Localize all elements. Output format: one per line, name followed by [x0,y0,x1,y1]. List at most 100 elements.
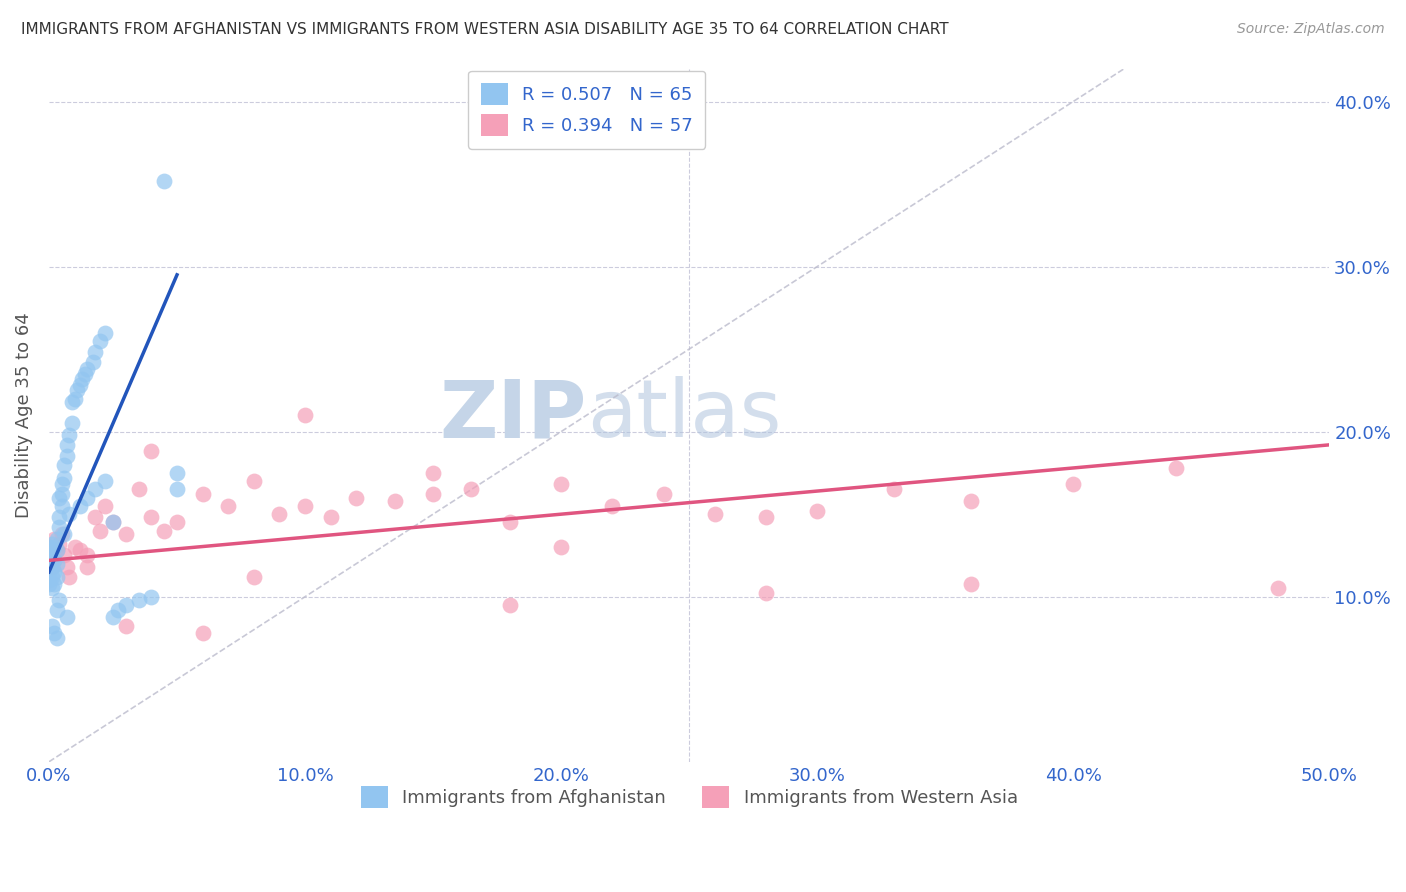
Point [94,499,117,513]
Point [41,543,63,558]
Point [499,516,522,530]
Point [499,598,522,612]
Point [38,549,60,563]
Point [41,582,63,596]
Point [53,549,76,563]
Point [41,543,63,558]
Point [69,378,91,392]
Point [191,626,214,640]
Point [63,540,86,554]
Point [60,417,83,431]
Point [58,570,80,584]
Point [76,362,98,376]
Text: ZIP: ZIP [440,376,586,454]
Point [45,543,67,558]
Point [84,510,107,524]
Point [166,516,188,530]
Point [76,549,98,563]
Point [41,553,63,567]
Point [1267,582,1289,596]
Point [166,466,188,480]
Point [73,367,96,381]
Point [344,491,367,505]
Point [114,598,136,612]
Point [38,540,60,554]
Point [153,524,176,538]
Point [45,543,67,558]
Point [422,466,444,480]
Point [48,520,70,534]
Point [114,619,136,633]
Y-axis label: Disability Age 35 to 64: Disability Age 35 to 64 [15,312,32,518]
Point [53,471,76,485]
Point [128,483,150,497]
Point [56,438,79,452]
Point [45,603,67,617]
Point [959,494,981,508]
Point [294,408,316,422]
Point [69,543,91,558]
Point [38,540,60,554]
Point [84,345,107,359]
Point [806,504,828,518]
Point [460,483,482,497]
Point [191,487,214,501]
Point [42,576,65,591]
Point [141,590,163,604]
Point [42,553,65,567]
Point [56,609,79,624]
Point [41,537,63,551]
Point [48,593,70,607]
Point [60,395,83,409]
Point [63,392,86,406]
Point [141,510,163,524]
Point [1164,461,1187,475]
Point [53,458,76,472]
Point [72,372,94,386]
Point [48,510,70,524]
Point [48,491,70,505]
Point [384,494,406,508]
Point [294,499,316,513]
Point [69,499,91,513]
Point [101,516,124,530]
Point [1062,477,1084,491]
Point [51,487,73,501]
Point [41,619,63,633]
Point [53,527,76,541]
Point [82,355,104,369]
Point [269,507,291,521]
Point [42,565,65,579]
Point [76,560,98,574]
Point [41,560,63,574]
Point [84,483,107,497]
Point [883,483,905,497]
Point [38,560,60,574]
Point [107,603,129,617]
Point [45,557,67,571]
Point [76,491,98,505]
Point [48,537,70,551]
Point [94,326,117,340]
Point [42,553,65,567]
Point [94,474,117,488]
Point [550,540,572,554]
Point [51,477,73,491]
Point [755,586,778,600]
Point [45,570,67,584]
Text: atlas: atlas [586,376,782,454]
Point [101,516,124,530]
Point [89,334,111,348]
Point [959,576,981,591]
Point [243,474,266,488]
Text: IMMIGRANTS FROM AFGHANISTAN VS IMMIGRANTS FROM WESTERN ASIA DISABILITY AGE 35 TO: IMMIGRANTS FROM AFGHANISTAN VS IMMIGRANT… [21,22,949,37]
Point [38,576,60,591]
Point [319,510,342,524]
Point [42,626,65,640]
Point [652,487,675,501]
Point [141,444,163,458]
Point [101,609,124,624]
Point [243,570,266,584]
Point [51,499,73,513]
Point [58,428,80,442]
